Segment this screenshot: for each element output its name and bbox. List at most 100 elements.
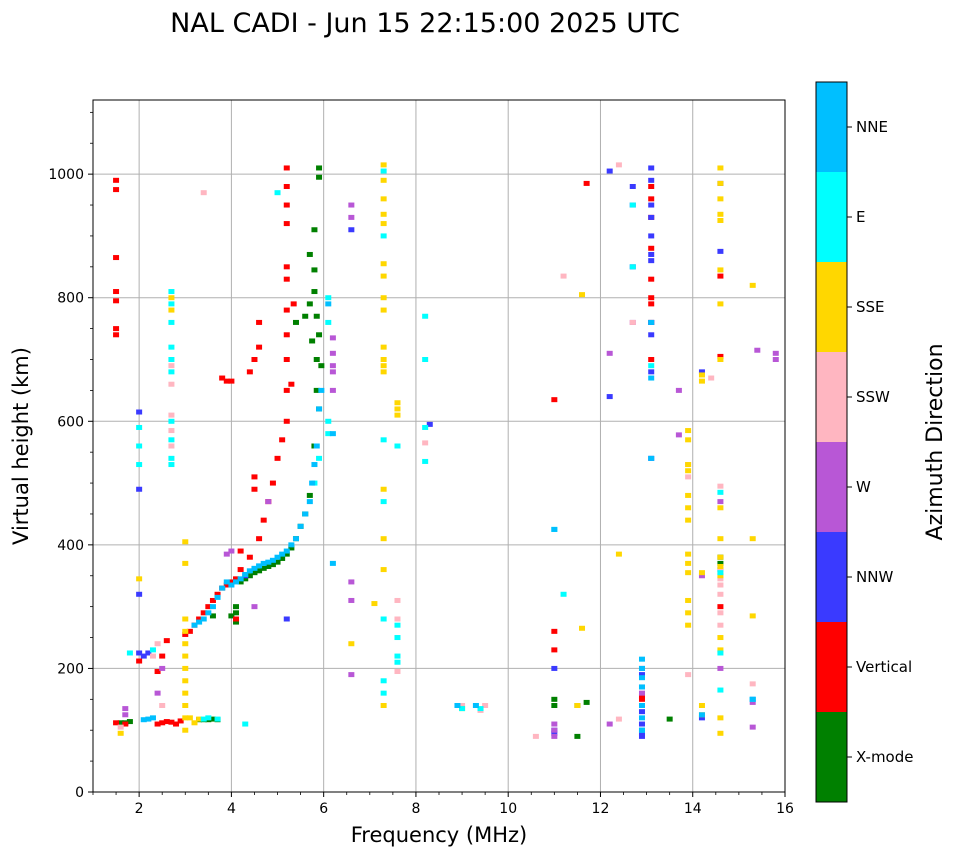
point-nne-36 [228, 582, 235, 588]
point-sse-82 [168, 307, 175, 313]
point-x-mode-20 [279, 555, 286, 561]
point-e-24 [717, 650, 724, 656]
x-tick-label-0: 2 [135, 801, 144, 817]
colorbar-swatch-sse [816, 262, 847, 352]
point-nnw-1 [648, 177, 655, 183]
point-nne-6 [638, 684, 645, 690]
point-sse-75 [182, 727, 189, 733]
point-vertical-24 [246, 554, 253, 560]
point-e-22 [717, 489, 724, 495]
point-nne-15 [316, 406, 323, 412]
point-vertical-36 [186, 628, 193, 634]
point-vertical-4 [113, 298, 120, 304]
point-sse-21 [348, 641, 355, 647]
point-vertical-48 [256, 319, 263, 325]
point-x-mode-50 [717, 560, 724, 566]
point-nne-38 [219, 585, 226, 591]
point-ssw-3 [629, 319, 636, 325]
colorbar-swatch-nnw [816, 532, 847, 622]
point-sse-70 [182, 665, 189, 671]
point-vertical-51 [237, 548, 244, 554]
point-e-4 [380, 616, 387, 622]
point-nne-20 [302, 511, 309, 517]
point-sse-48 [717, 505, 724, 511]
point-vertical-1 [113, 187, 120, 193]
point-sse-68 [182, 641, 189, 647]
point-vertical-7 [283, 165, 290, 171]
point-nnw-35 [140, 653, 147, 659]
point-sse-15 [380, 567, 387, 573]
point-e-37 [136, 424, 143, 430]
point-nne-47 [140, 717, 147, 723]
point-nnw-36 [145, 650, 152, 656]
point-nne-18 [309, 480, 316, 486]
x-tick-label-1: 4 [227, 801, 236, 817]
point-nnw-16 [698, 369, 705, 375]
point-sse-9 [380, 344, 387, 350]
point-e-18 [629, 202, 636, 208]
point-e-36 [168, 462, 175, 468]
point-w-29 [122, 712, 129, 718]
point-x-mode-22 [269, 562, 276, 568]
point-sse-49 [717, 536, 724, 542]
point-nne-2 [648, 455, 655, 461]
point-vertical-30 [214, 591, 221, 597]
point-e-48 [325, 319, 332, 325]
point-ssw-1 [615, 162, 622, 168]
point-nne-33 [242, 572, 249, 578]
point-vertical-3 [113, 289, 120, 295]
point-e-12 [422, 313, 429, 319]
point-w-23 [638, 690, 645, 696]
point-vertical-64 [648, 245, 655, 251]
point-w-31 [159, 665, 166, 671]
point-ssw-25 [159, 703, 166, 708]
point-nne-0 [648, 319, 655, 325]
point-vertical-76 [717, 604, 724, 610]
point-ssw-18 [168, 412, 175, 418]
point-x-mode-31 [233, 610, 240, 616]
point-nne-8 [638, 715, 645, 721]
point-e-13 [422, 357, 429, 362]
point-e-51 [316, 455, 323, 461]
point-nnw-4 [648, 233, 655, 239]
point-vertical-52 [154, 721, 161, 727]
point-nne-21 [297, 523, 304, 529]
point-sse-26 [685, 492, 692, 498]
point-w-10 [675, 387, 682, 393]
point-nne-22 [292, 536, 299, 542]
point-vertical-22 [260, 517, 267, 523]
point-nne-44 [191, 622, 198, 628]
point-nne-42 [200, 616, 207, 622]
point-nne-46 [149, 715, 156, 721]
point-vertical-31 [209, 597, 216, 603]
colorbar-label-x-mode: X-mode [856, 748, 913, 766]
point-ssw-14 [532, 733, 539, 739]
point-e-15 [422, 458, 429, 464]
point-sse-71 [182, 678, 189, 684]
x-tick-label-2: 6 [319, 801, 328, 817]
point-nne-28 [265, 559, 272, 565]
point-nne-4 [638, 665, 645, 671]
colorbar-label-ssw: SSW [856, 388, 890, 406]
point-e-30 [168, 344, 175, 350]
point-w-0 [329, 335, 336, 341]
point-nnw-24 [638, 721, 645, 727]
point-sse-19 [394, 412, 401, 418]
point-x-mode-27 [246, 573, 253, 579]
point-e-35 [168, 455, 175, 461]
point-sse-37 [698, 570, 705, 576]
point-e-27 [168, 289, 175, 295]
point-sse-57 [749, 282, 756, 288]
point-x-mode-5 [311, 289, 318, 295]
point-vertical-65 [648, 276, 655, 282]
point-sse-74 [182, 715, 189, 721]
point-sse-61 [579, 292, 586, 298]
point-vertical-40 [154, 669, 161, 675]
colorbar-label-nne: NNE [856, 118, 888, 136]
point-sse-79 [136, 576, 143, 582]
point-vertical-16 [283, 387, 290, 393]
point-vertical-80 [290, 301, 297, 307]
point-ssw-16 [482, 703, 489, 708]
point-vertical-54 [163, 719, 170, 725]
point-vertical-79 [288, 381, 295, 387]
